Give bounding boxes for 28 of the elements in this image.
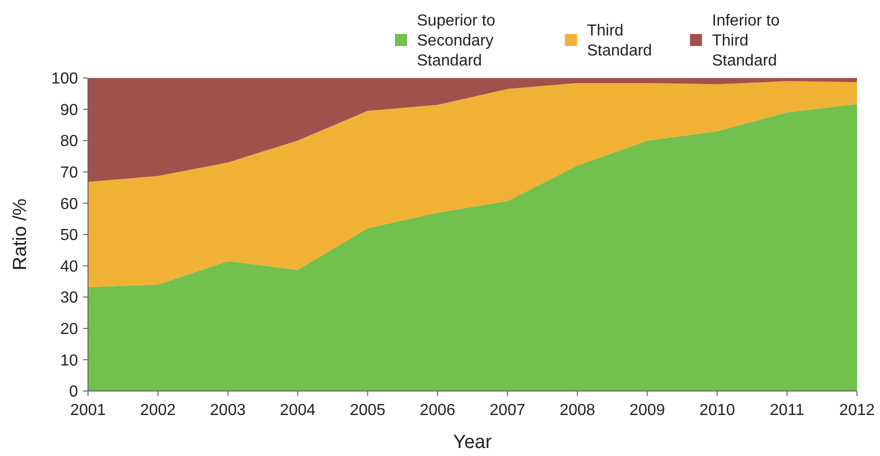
x-tick-label: 2004 xyxy=(280,402,316,419)
x-tick-label: 2011 xyxy=(770,402,804,419)
x-tick-label: 2001 xyxy=(70,402,106,419)
y-tick-label: 50 xyxy=(60,227,78,244)
y-tick-label: 20 xyxy=(60,321,78,338)
y-axis-title: Ratio /% xyxy=(10,198,31,270)
y-tick-label: 80 xyxy=(60,133,78,150)
x-axis-title: Year xyxy=(453,432,492,453)
y-tick-label: 60 xyxy=(60,196,78,213)
x-tick-label: 2010 xyxy=(699,402,736,419)
x-tick-label: 2009 xyxy=(629,402,666,419)
y-tick-label: 30 xyxy=(60,290,78,307)
x-tick-label: 2002 xyxy=(140,402,176,419)
y-tick-label: 90 xyxy=(60,102,78,119)
legend-label: Superior to Secondary Standard xyxy=(417,12,496,70)
y-tick-label: 100 xyxy=(51,70,78,88)
x-tick-label: 2006 xyxy=(420,402,456,419)
y-tick-label: 0 xyxy=(69,384,78,401)
x-tick-label: 2007 xyxy=(490,402,526,419)
x-tick-label: 2008 xyxy=(560,402,596,419)
legend-label: Inferior to Third Standard xyxy=(712,12,780,70)
y-tick-label: 10 xyxy=(60,352,78,370)
x-tick-label: 2003 xyxy=(210,402,246,419)
x-tick-label: 2005 xyxy=(350,402,386,419)
y-tick-label: 40 xyxy=(60,258,78,276)
legend-label: Third Standard xyxy=(587,22,652,60)
x-tick-label: 2012 xyxy=(839,402,875,419)
y-tick-label: 70 xyxy=(60,164,78,182)
